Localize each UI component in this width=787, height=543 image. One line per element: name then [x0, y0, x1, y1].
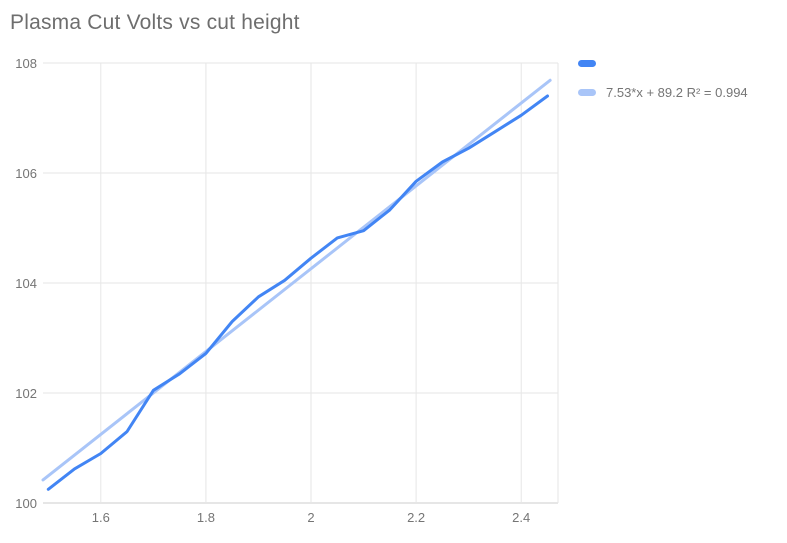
y-tick-label: 100 [15, 496, 37, 511]
series-swatch-icon [578, 59, 596, 67]
legend-item-trendline[interactable]: 7.53*x + 89.2 R² = 0.994 [578, 84, 748, 100]
legend-item-series[interactable] [578, 57, 748, 69]
chart-title: Plasma Cut Volts vs cut height [10, 11, 300, 34]
series-line[interactable] [46, 94, 549, 491]
x-tick-label: 1.8 [196, 510, 215, 525]
y-tick-label: 106 [15, 166, 37, 181]
y-tick-label: 104 [15, 276, 37, 291]
legend-trendline-label: 7.53*x + 89.2 R² = 0.994 [606, 84, 748, 100]
trendline-swatch-icon [578, 88, 596, 96]
trendline[interactable] [41, 78, 552, 482]
y-tick-label: 102 [15, 386, 37, 401]
y-tick-label: 108 [15, 56, 37, 71]
x-tick-label: 2 [307, 510, 315, 525]
legend: 7.53*x + 89.2 R² = 0.994 [578, 57, 748, 115]
x-tick-label: 2.2 [407, 510, 426, 525]
x-tick-label: 2.4 [512, 510, 531, 525]
x-tick-label: 1.6 [91, 510, 110, 525]
